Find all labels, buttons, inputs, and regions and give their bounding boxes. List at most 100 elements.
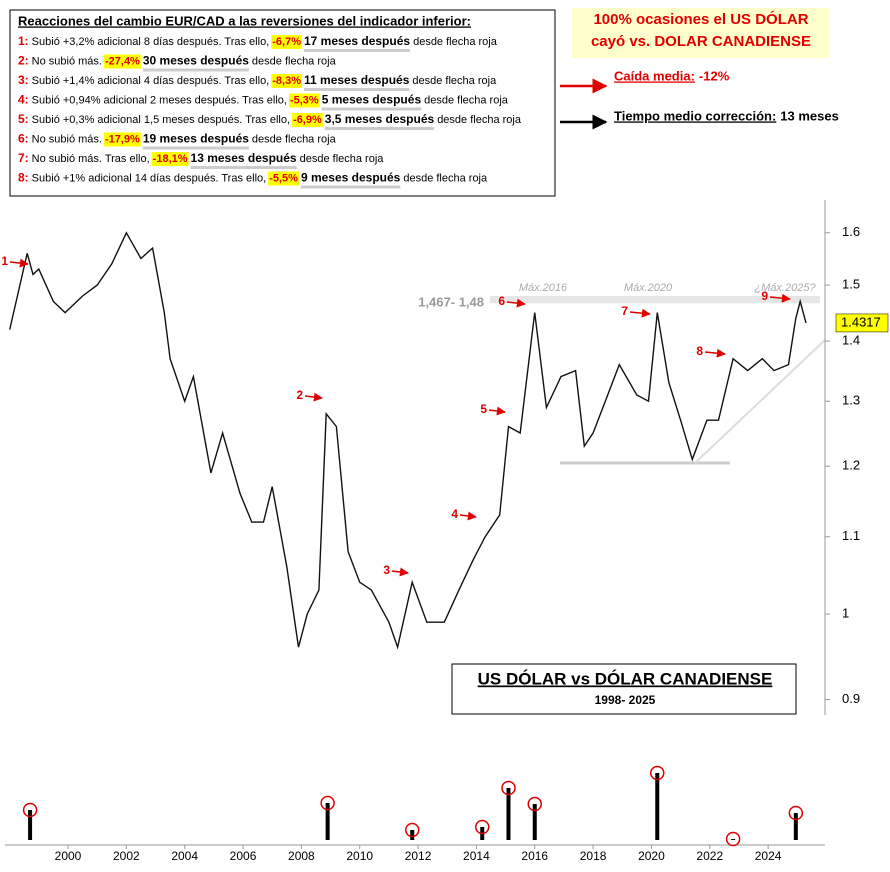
x-tick-label: 2002 — [113, 849, 140, 863]
spike — [655, 773, 660, 840]
peak-label: Máx.2016 — [519, 282, 568, 294]
note-months: 13 meses después — [191, 151, 297, 165]
title-box — [451, 663, 797, 715]
avg-time-label: Tiempo medio corrección: — [614, 108, 776, 123]
x-tick-label: 2014 — [463, 849, 490, 863]
note-pct: -27,4% — [105, 55, 140, 67]
spike-circle — [527, 796, 542, 812]
marker-arrow — [769, 293, 791, 303]
current-box — [835, 313, 889, 333]
note-months: 11 meses después — [304, 73, 410, 87]
marker-label: 9 — [761, 289, 768, 303]
note-months: 5 meses después — [322, 93, 422, 107]
spike — [793, 813, 798, 840]
x-tick-label: 2020 — [638, 849, 665, 863]
note-pct: -6,9% — [293, 114, 322, 126]
marker-label: 6 — [498, 294, 505, 308]
note-months: 30 meses después — [143, 54, 249, 68]
note-pct: -18,1% — [153, 153, 188, 165]
underline-bar — [324, 127, 435, 130]
x-tick-label: 2018 — [580, 849, 607, 863]
headline: cayó vs. DOLAR CANADIENSE — [591, 33, 811, 50]
chart-subtitle: 1998- 2025 — [595, 693, 656, 707]
note-text: desde flecha roja — [413, 36, 498, 48]
spike — [731, 839, 736, 840]
highlight — [268, 171, 299, 186]
note-text: desde flecha roja — [252, 133, 337, 145]
note-text: Subió +0,3% adicional 1,5 meses después.… — [32, 114, 290, 126]
note-text: Subió +1% adicional 14 días después. Tra… — [32, 172, 267, 184]
x-tick-label: 2004 — [171, 849, 198, 863]
highlight — [151, 152, 189, 166]
trend-line — [694, 339, 826, 464]
note-text: desde flecha roja — [424, 94, 509, 106]
marker-arrow — [9, 258, 29, 268]
peak-label: ¿Máx.2025? — [754, 282, 816, 294]
underline-bar — [142, 146, 249, 150]
note-pct: -5,5% — [269, 172, 298, 184]
note-text: No subió más. Tras ello, — [32, 153, 150, 165]
y-tick-label: 1.2 — [842, 458, 860, 473]
x-tick-label: 2008 — [288, 849, 315, 863]
note-pct: -17,9% — [105, 133, 140, 145]
marker-arrow — [506, 298, 526, 308]
spike — [532, 804, 537, 840]
spike-circle — [788, 805, 804, 821]
marker-label: 3 — [383, 563, 390, 577]
x-tick-label: 2022 — [696, 849, 723, 863]
avg-drop-value: -12% — [699, 68, 730, 83]
note-text: Subió +3,2% adicional 8 días después. Tr… — [32, 36, 270, 48]
spike-circle — [474, 819, 490, 835]
x-tick-label: 2006 — [230, 849, 257, 863]
marker-arrow — [704, 348, 726, 358]
marker-arrow — [391, 567, 409, 577]
spike-circle — [650, 765, 665, 781]
marker-arrow — [629, 308, 651, 318]
note-number: 8: — [18, 171, 29, 185]
note-number: 7: — [18, 151, 29, 165]
note-number: 4: — [18, 93, 29, 107]
note-months: 3,5 meses después — [325, 112, 435, 126]
spike — [506, 788, 511, 840]
y-tick-label: 1.1 — [842, 528, 860, 543]
underline-bar — [300, 185, 401, 189]
chart-title: US DÓLAR vs DÓLAR CANADIENSE — [478, 669, 773, 688]
notes-title: Reacciones del cambio EUR/CAD a las reve… — [18, 13, 471, 28]
resistance-label: 1,467- 1,48 — [418, 295, 484, 310]
avg-drop-label: Caída media: — [614, 68, 695, 83]
underline-bar — [304, 88, 410, 91]
headline: 100% ocasiones el US DÓLAR — [593, 10, 808, 28]
spike-circle — [22, 802, 38, 818]
note-months: 9 meses después — [301, 171, 401, 185]
underline-bar — [142, 68, 249, 72]
note-number: 1: — [18, 34, 29, 48]
spike — [325, 803, 330, 840]
note-pct: -5,3% — [290, 94, 319, 106]
marker-arrow — [488, 406, 506, 416]
note-pct: -8,3% — [272, 75, 301, 87]
avg-time-value: 13 meses — [780, 108, 839, 123]
spike-circle — [725, 831, 741, 847]
highlight — [103, 54, 141, 69]
current-value: 1.4317 — [841, 314, 881, 329]
peak-label: Máx.2020 — [624, 282, 673, 294]
y-tick-label: 1.5 — [842, 277, 860, 292]
resistance-band — [490, 296, 820, 304]
y-tick-label: 1.6 — [842, 224, 860, 239]
note-text: Subió +0,94% adicional 2 meses después. … — [32, 94, 287, 106]
marker-label: 8 — [696, 344, 703, 358]
y-tick-label: 1.4 — [842, 333, 860, 348]
spike-circle — [404, 822, 420, 838]
headline-box — [572, 8, 830, 58]
spike — [28, 810, 33, 840]
underline-bar — [190, 166, 297, 169]
highlight — [292, 113, 323, 127]
note-text: desde flecha roja — [300, 153, 385, 165]
x-tick-label: 2000 — [55, 849, 82, 863]
marker-arrow — [304, 392, 323, 402]
spike-circle — [320, 795, 335, 811]
note-text: Subió +1,4% adicional 4 días después. Tr… — [32, 75, 270, 87]
note-text: desde flecha roja — [252, 55, 337, 67]
